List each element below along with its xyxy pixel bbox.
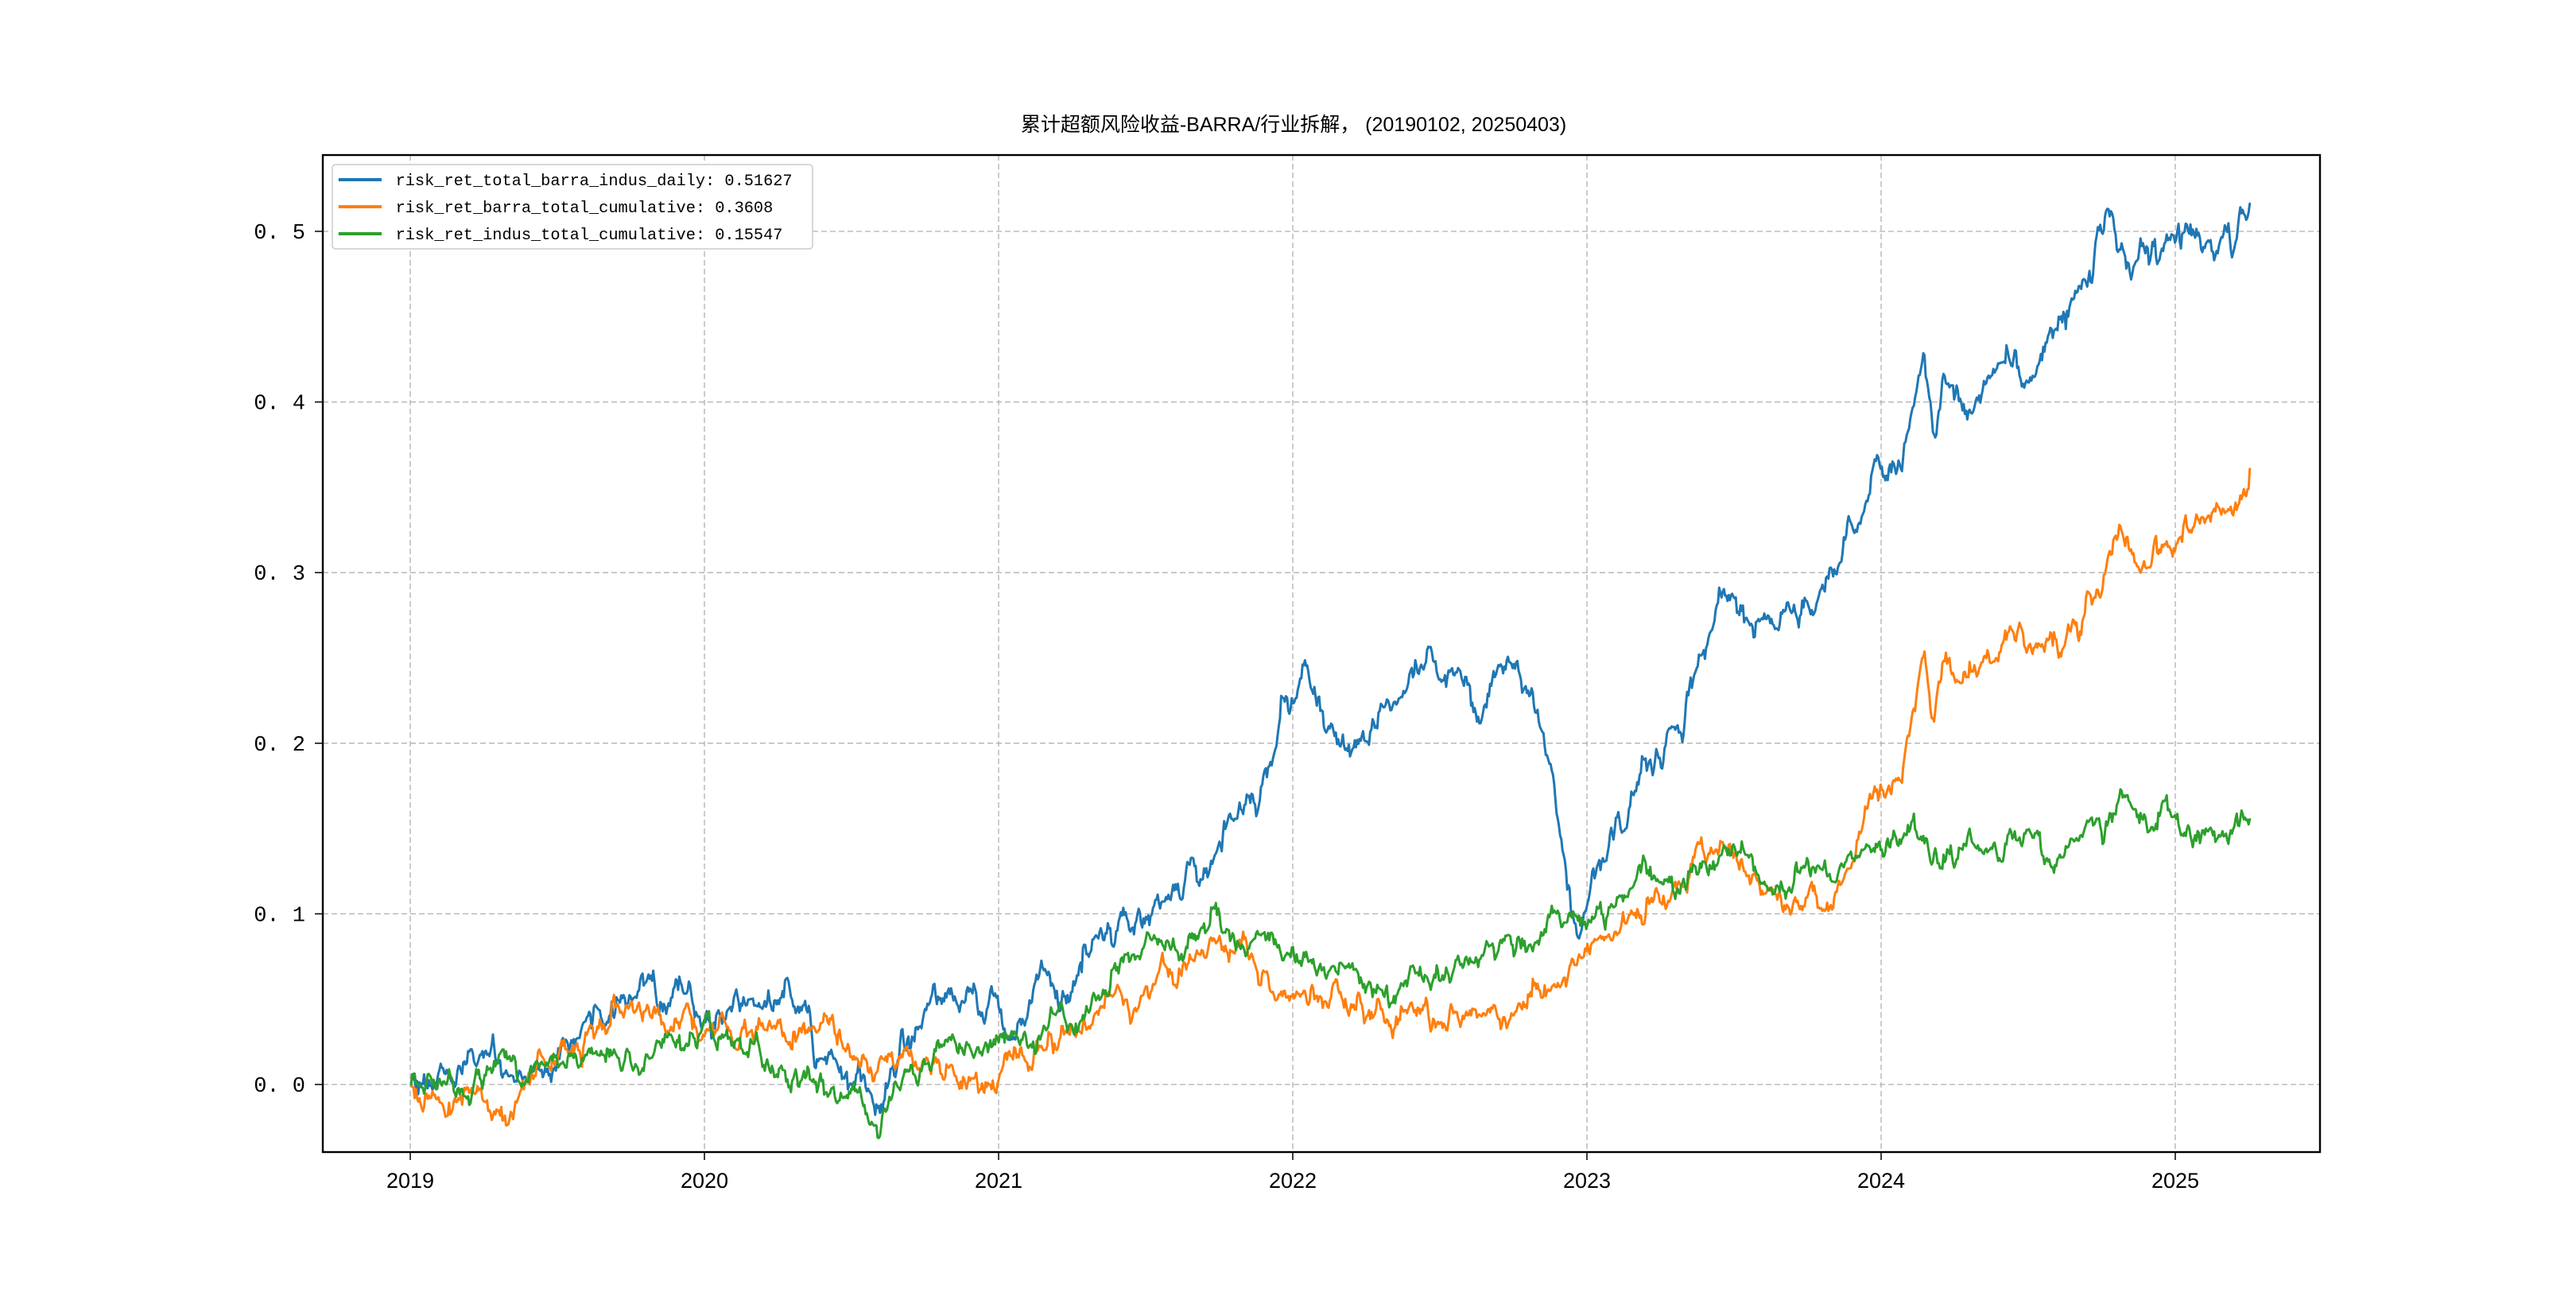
svg-text:risk_ret_indus_total_cumulativ: risk_ret_indus_total_cumulative: 0.15547	[396, 227, 783, 245]
svg-text:0. 4: 0. 4	[254, 393, 305, 417]
svg-text:累计超额风险收益-BARRA/行业拆解， (2019010: 累计超额风险收益-BARRA/行业拆解， (20190102, 20250403…	[1021, 114, 1566, 136]
svg-text:risk_ret_total_barra_indus_dai: risk_ret_total_barra_indus_daily: 0.5162…	[396, 173, 793, 191]
svg-text:0. 0: 0. 0	[254, 1075, 305, 1099]
svg-text:risk_ret_barra_total_cumulativ: risk_ret_barra_total_cumulative: 0.3608	[396, 200, 774, 218]
svg-text:2025: 2025	[2151, 1169, 2199, 1193]
svg-text:2019: 2019	[386, 1169, 434, 1193]
svg-text:0. 3: 0. 3	[254, 563, 305, 587]
svg-text:0. 5: 0. 5	[254, 222, 305, 246]
svg-text:2022: 2022	[1269, 1169, 1317, 1193]
svg-text:2020: 2020	[681, 1169, 728, 1193]
svg-text:2023: 2023	[1563, 1169, 1611, 1193]
svg-text:0. 1: 0. 1	[254, 904, 305, 928]
svg-text:0. 2: 0. 2	[254, 734, 305, 758]
svg-text:2021: 2021	[975, 1169, 1022, 1193]
svg-text:2024: 2024	[1857, 1169, 1905, 1193]
